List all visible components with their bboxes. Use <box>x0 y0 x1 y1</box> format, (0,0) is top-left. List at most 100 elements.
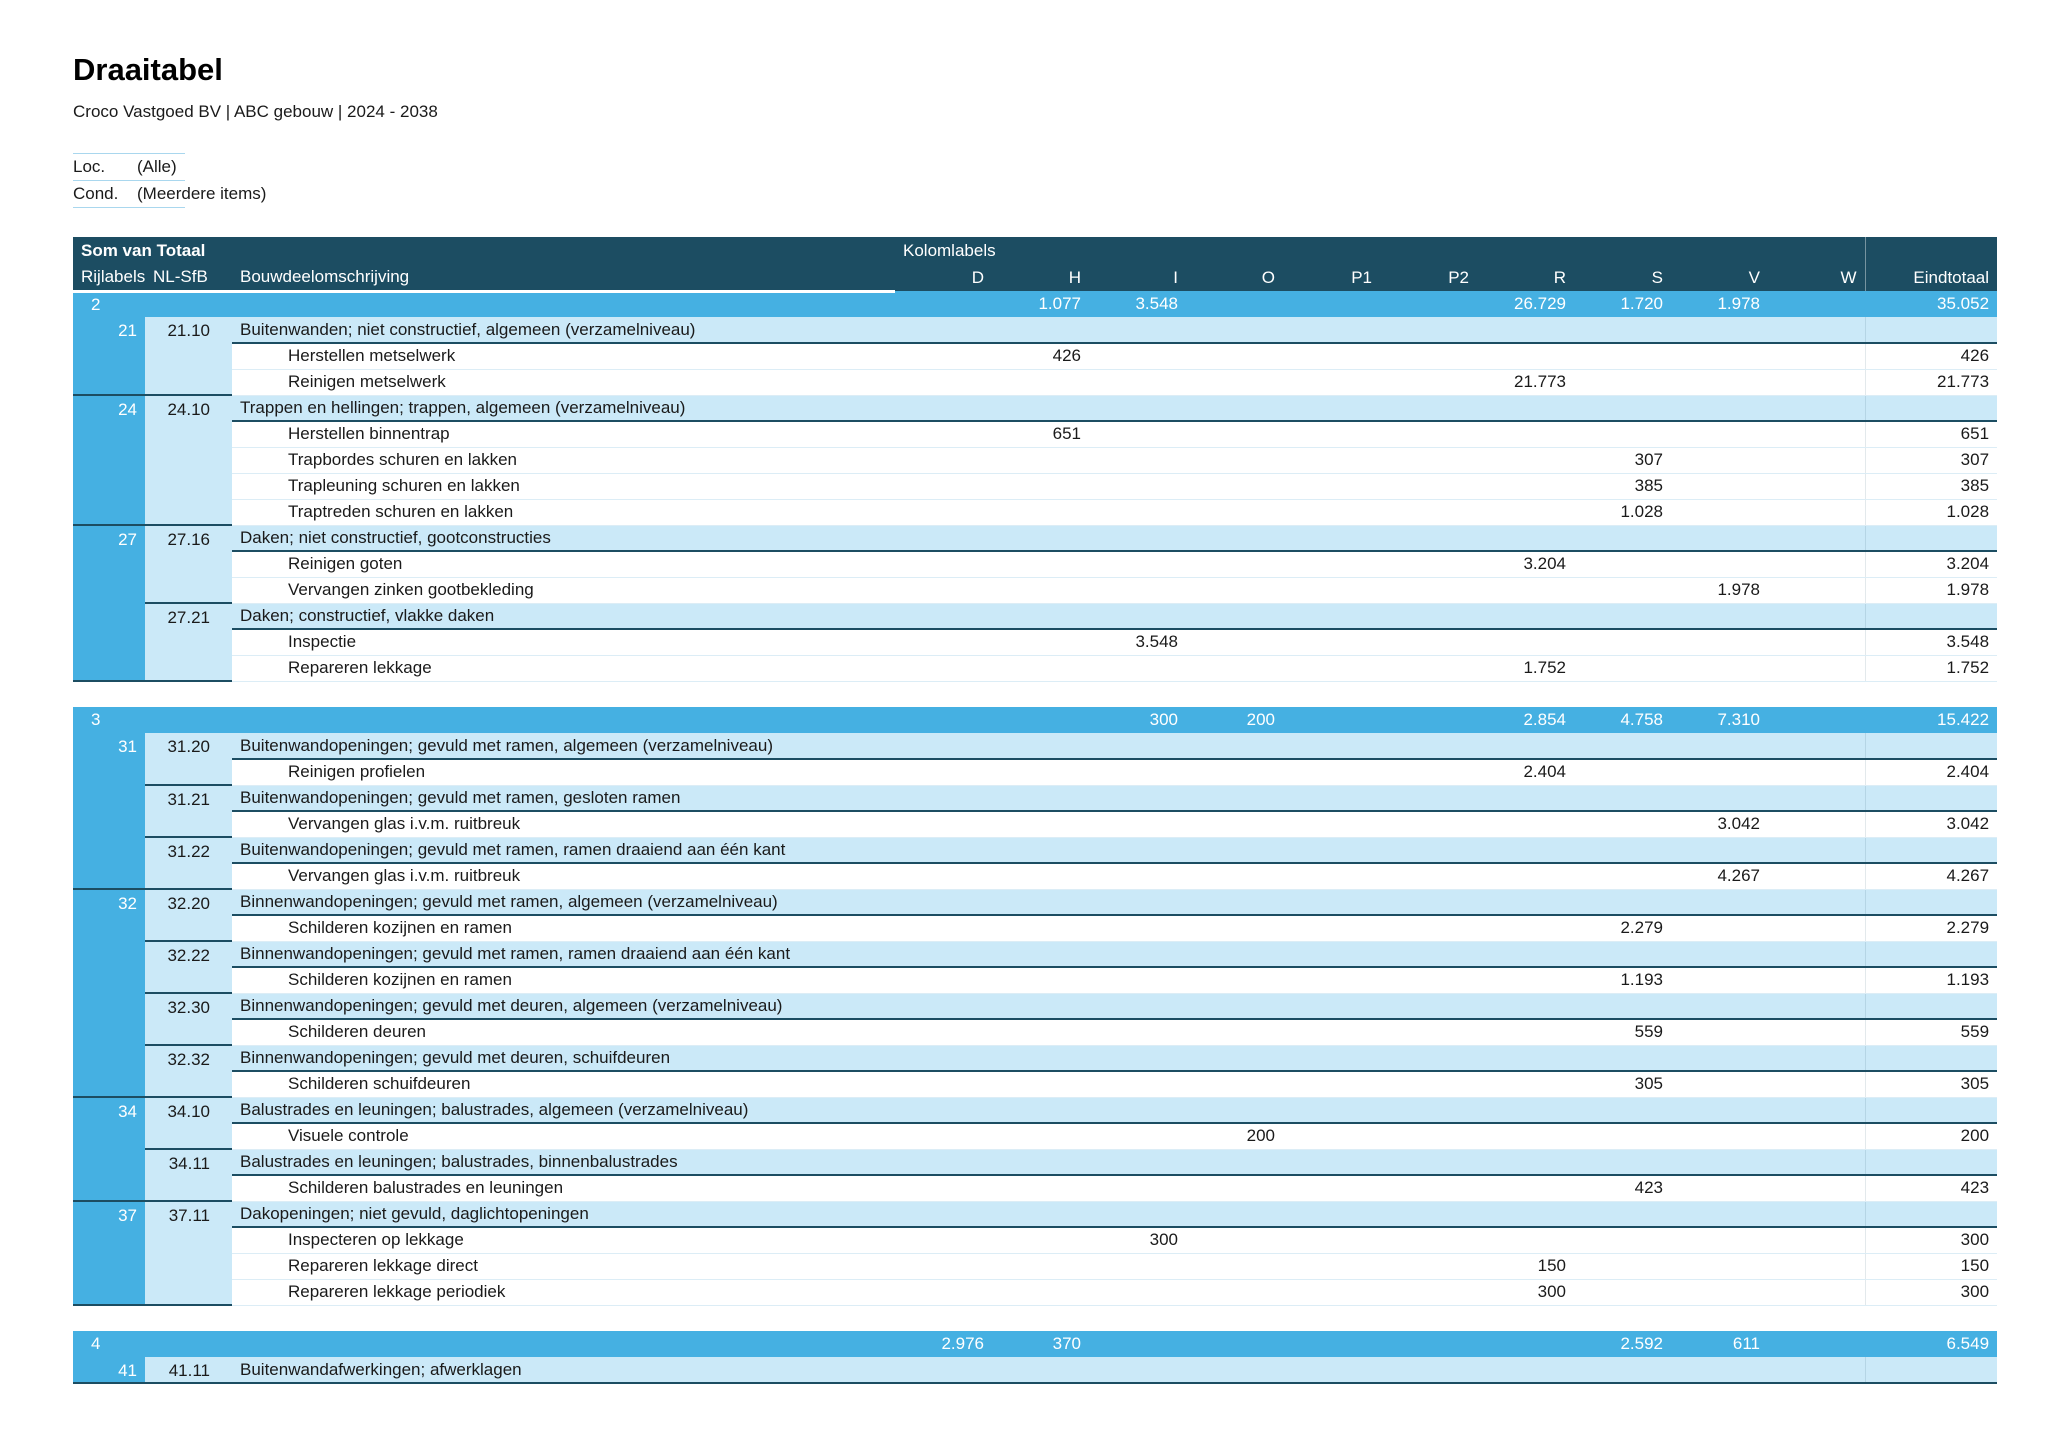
component-empty-cell <box>1186 395 1283 422</box>
component-empty-cell <box>1283 993 1380 1020</box>
activity-value-cell-r <box>1477 1175 1574 1202</box>
activity-value-cell-w <box>1768 1279 1866 1306</box>
nlsfb-code-cell-27.21[interactable]: 27.21 <box>145 603 232 682</box>
col-header-i[interactable]: I <box>1089 264 1186 291</box>
col-header-rijlabels[interactable]: Rijlabels <box>73 264 145 293</box>
section-gap-row <box>73 1305 1998 1331</box>
component-row-34.11: 34.11 Balustrades en leuningen; balustrad… <box>73 1149 1998 1202</box>
col-header-o[interactable]: O <box>1186 264 1283 291</box>
component-empty-cell <box>992 395 1089 422</box>
group-label-4[interactable]: 4 <box>73 1331 895 1357</box>
rijlabel-cell-27[interactable]: 27 <box>73 525 145 682</box>
nlsfb-code-cell-32.20[interactable]: 32.20 <box>145 889 232 942</box>
activity-value-cell-o <box>1186 629 1283 656</box>
nlsfb-code-cell-37.11[interactable]: 37.11 <box>145 1201 232 1306</box>
component-row-21.10: 21 21.10 Buitenwanden; niet constructief, … <box>73 317 1998 396</box>
component-empty-cell <box>992 603 1089 630</box>
group-label-2[interactable]: 2 <box>73 291 895 317</box>
component-empty-cell <box>1186 785 1283 812</box>
rijlabel-cell-31[interactable]: 31 <box>73 733 145 890</box>
col-header-eindtotaal[interactable]: Eindtotaal <box>1864 264 1998 291</box>
activity-total-cell: 385 <box>1864 473 1998 500</box>
nlsfb-code-cell-31.20[interactable]: 31.20 <box>145 733 232 786</box>
component-empty-cell <box>992 1201 1089 1228</box>
nlsfb-code-cell-31.21[interactable]: 31.21 <box>145 785 232 838</box>
activity-value-cell-h <box>992 369 1089 396</box>
activity-value-cell-v <box>1671 1279 1768 1306</box>
maintenance-activity: Inspectie <box>232 629 895 656</box>
component-empty-cell <box>1283 785 1380 812</box>
col-header-d[interactable]: D <box>895 264 992 291</box>
col-header-s[interactable]: S <box>1574 264 1671 291</box>
activity-value-cell-i <box>1089 1123 1186 1150</box>
component-empty-cell <box>895 993 992 1020</box>
activity-value-cell-d <box>895 1123 992 1150</box>
rijlabel-cell-24[interactable]: 24 <box>73 395 145 526</box>
activity-value-cell-o <box>1186 551 1283 578</box>
kolomlabels-label[interactable]: Kolomlabels <box>895 237 1866 264</box>
component-empty-cell <box>1864 889 1998 916</box>
activity-total-cell: 200 <box>1864 1123 1998 1150</box>
activity-value-cell-v <box>1671 421 1768 448</box>
group-total-3-r: 2.854 <box>1477 707 1574 733</box>
rijlabel-cell-41[interactable]: 41 <box>73 1357 145 1384</box>
activity-value-cell-r <box>1477 811 1574 838</box>
nlsfb-code-cell-32.22[interactable]: 32.22 <box>145 941 232 994</box>
activity-value-cell-v: 4.267 <box>1671 863 1768 890</box>
component-empty-cell <box>1283 733 1380 760</box>
col-header-p2[interactable]: P2 <box>1380 264 1477 291</box>
component-empty-cell <box>1283 1201 1380 1228</box>
col-header-w[interactable]: W <box>1768 264 1866 291</box>
nlsfb-code-cell-34.11[interactable]: 34.11 <box>145 1149 232 1202</box>
nlsfb-code-cell-32.32[interactable]: 32.32 <box>145 1045 232 1098</box>
filter-value-cond[interactable]: (Meerdere items) <box>137 184 267 203</box>
activity-value-cell-p1 <box>1283 1071 1380 1098</box>
activity-value-cell-d <box>895 421 992 448</box>
nlsfb-code-cell-27.16[interactable]: 27.16 <box>145 525 232 604</box>
activity-row: Vervangen glas i.v.m. ruitbreuk 3.042 3.04… <box>73 811 1998 838</box>
col-header-v[interactable]: V <box>1671 264 1768 291</box>
filter-value-loc[interactable]: (Alle) <box>137 157 177 176</box>
activity-value-cell-h <box>992 759 1089 786</box>
component-empty-cell <box>1574 1201 1671 1228</box>
activity-row: Repareren lekkage periodiek 300 300 <box>73 1279 1998 1306</box>
activity-value-cell-v <box>1671 1071 1768 1098</box>
activity-row: Herstellen metselwerk 426 426 <box>73 343 1998 370</box>
activity-value-cell-h <box>992 1279 1089 1306</box>
group-label-3[interactable]: 3 <box>73 707 895 733</box>
component-empty-cell <box>1089 889 1186 916</box>
nlsfb-code-cell-21.10[interactable]: 21.10 <box>145 317 232 396</box>
component-empty-cell <box>1380 317 1477 344</box>
rijlabel-cell-34[interactable]: 34 <box>73 1097 145 1202</box>
component-empty-cell <box>992 1149 1089 1176</box>
nlsfb-code-cell-34.10[interactable]: 34.10 <box>145 1097 232 1150</box>
activity-value-cell-w <box>1768 1019 1866 1046</box>
component-empty-cell <box>1768 395 1866 422</box>
nlsfb-code-cell-31.22[interactable]: 31.22 <box>145 837 232 890</box>
component-empty-cell <box>1671 993 1768 1020</box>
nlsfb-code-cell-24.10[interactable]: 24.10 <box>145 395 232 526</box>
pivot-filters: Loc. (Alle) Cond. (Meerdere items) <box>73 153 266 208</box>
component-empty-cell <box>1477 1097 1574 1124</box>
component-empty-cell <box>1671 1045 1768 1072</box>
component-description: Buitenwandopeningen; gevuld met ramen, a… <box>232 733 895 760</box>
activity-value-cell-r <box>1477 1019 1574 1046</box>
col-header-p1[interactable]: P1 <box>1283 264 1380 291</box>
activity-value-cell-w <box>1768 1123 1866 1150</box>
maintenance-activity: Repareren lekkage direct <box>232 1253 895 1280</box>
activity-value-cell-w <box>1768 863 1866 890</box>
maintenance-activity: Schilderen kozijnen en ramen <box>232 967 895 994</box>
rijlabel-cell-21[interactable]: 21 <box>73 317 145 396</box>
col-header-h[interactable]: H <box>992 264 1089 291</box>
col-header-r[interactable]: R <box>1477 264 1574 291</box>
activity-value-cell-p1 <box>1283 967 1380 994</box>
component-description: Balustrades en leuningen; balustrades, a… <box>232 1097 895 1124</box>
component-empty-cell <box>1477 837 1574 864</box>
rijlabel-cell-37[interactable]: 37 <box>73 1201 145 1306</box>
component-empty-cell <box>1768 317 1866 344</box>
nlsfb-code-cell-32.30[interactable]: 32.30 <box>145 993 232 1046</box>
activity-value-cell-v: 3.042 <box>1671 811 1768 838</box>
rijlabel-cell-32[interactable]: 32 <box>73 889 145 1098</box>
component-empty-cell <box>992 993 1089 1020</box>
nlsfb-code-cell-41.11[interactable]: 41.11 <box>145 1357 232 1384</box>
